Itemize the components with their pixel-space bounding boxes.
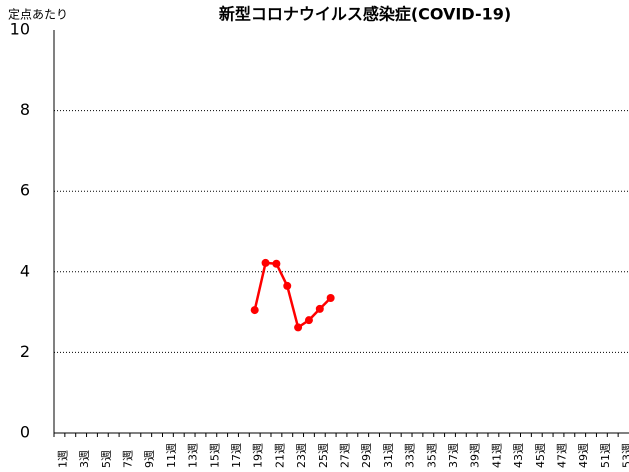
x-tick-label: 15週 (208, 443, 221, 468)
y-tick-label: 10 (10, 20, 30, 39)
x-tick-label: 11週 (165, 443, 178, 468)
x-tick-label: 33週 (404, 443, 417, 468)
data-point (283, 281, 292, 290)
x-tick-label: 3週 (78, 450, 91, 468)
data-point (304, 316, 313, 325)
y-tick-label: 0 (20, 423, 30, 442)
x-tick-label: 53週 (621, 443, 629, 468)
x-tick-label: 17週 (230, 443, 243, 468)
data-point (261, 258, 270, 267)
chart-title: 新型コロナウイルス感染症(COVID-19) (219, 5, 511, 24)
data-point (294, 323, 303, 332)
data-point (250, 306, 259, 315)
data-point (315, 304, 324, 313)
y-tick-label: 8 (20, 100, 30, 119)
x-tick-label: 39週 (469, 443, 482, 468)
x-tick-label: 45週 (534, 443, 547, 468)
y-tick-label: 2 (20, 342, 30, 361)
x-tick-label: 7週 (122, 450, 135, 468)
y-tick-label: 6 (20, 181, 30, 200)
x-tick-label: 47週 (555, 443, 568, 468)
x-tick-label: 27週 (339, 443, 352, 468)
x-tick-label: 1週 (56, 450, 69, 468)
x-tick-label: 35週 (425, 443, 438, 468)
x-tick-label: 19週 (252, 443, 265, 468)
x-tick-label: 25週 (317, 443, 330, 468)
x-tick-label: 37週 (447, 443, 460, 468)
x-tick-label: 51週 (599, 443, 612, 468)
y-tick-label: 4 (20, 261, 30, 280)
y-axis-label: 定点あたり (8, 7, 68, 22)
x-tick-label: 31週 (382, 443, 395, 468)
data-point (272, 259, 281, 268)
x-tick-label: 29週 (360, 443, 373, 468)
x-tick-label: 49週 (577, 443, 590, 468)
x-tick-label: 21週 (273, 443, 286, 468)
x-tick-label: 23週 (295, 443, 308, 468)
data-point (326, 293, 335, 302)
series-line (253, 261, 332, 330)
x-tick-label: 41週 (490, 443, 503, 468)
x-tick-label: 9週 (143, 450, 156, 468)
x-tick-label: 43週 (512, 443, 525, 468)
x-tick-label: 13週 (187, 443, 200, 468)
x-tick-label: 5週 (100, 450, 113, 468)
